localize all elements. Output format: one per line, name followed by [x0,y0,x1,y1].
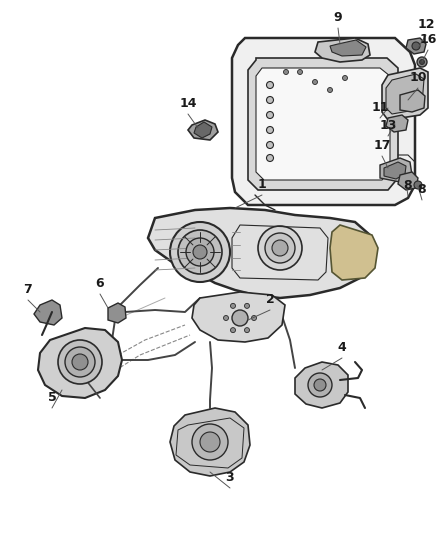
Polygon shape [170,408,250,476]
Circle shape [420,60,424,64]
Polygon shape [108,303,126,323]
Text: 6: 6 [95,277,104,290]
Polygon shape [406,38,426,54]
Circle shape [414,181,422,189]
Polygon shape [248,58,398,190]
Polygon shape [295,362,348,408]
Text: 13: 13 [379,119,397,132]
Circle shape [72,354,88,370]
Circle shape [283,69,289,75]
Circle shape [58,340,102,384]
Polygon shape [398,172,418,190]
Circle shape [328,87,332,93]
Polygon shape [232,38,415,205]
Polygon shape [148,208,375,298]
Circle shape [223,316,229,320]
Polygon shape [400,90,425,112]
Polygon shape [192,292,285,342]
Text: 3: 3 [226,471,234,484]
Text: 16: 16 [419,33,437,46]
Circle shape [258,226,302,270]
Polygon shape [382,68,428,120]
Circle shape [186,238,214,266]
Circle shape [417,57,427,67]
Polygon shape [38,328,122,398]
Circle shape [343,76,347,80]
Circle shape [266,82,273,88]
Text: 8: 8 [418,183,426,196]
Polygon shape [330,40,366,56]
Circle shape [312,79,318,85]
Circle shape [314,379,326,391]
Polygon shape [380,158,412,182]
Text: 17: 17 [373,139,391,152]
Text: 2: 2 [265,293,274,306]
Circle shape [244,328,250,333]
Polygon shape [194,122,212,138]
Circle shape [266,111,273,118]
Circle shape [230,328,236,333]
Circle shape [232,310,248,326]
Polygon shape [330,225,378,280]
Text: 7: 7 [24,283,32,296]
Text: 4: 4 [338,341,346,354]
Circle shape [266,141,273,149]
Text: 5: 5 [48,391,57,404]
Text: 12: 12 [417,18,435,31]
Circle shape [170,222,230,282]
Text: 10: 10 [409,71,427,84]
Text: 11: 11 [371,101,389,114]
Circle shape [65,347,95,377]
Circle shape [200,432,220,452]
Circle shape [193,245,207,259]
Circle shape [244,303,250,309]
Polygon shape [34,300,62,325]
Circle shape [251,316,257,320]
Polygon shape [386,74,424,114]
Circle shape [308,373,332,397]
Polygon shape [188,120,218,140]
Circle shape [266,155,273,161]
Text: 8: 8 [404,179,412,192]
Circle shape [230,303,236,309]
Circle shape [192,424,228,460]
Circle shape [412,42,420,50]
Circle shape [272,240,288,256]
Circle shape [266,126,273,133]
Text: 14: 14 [179,97,197,110]
Circle shape [297,69,303,75]
Polygon shape [386,115,408,132]
Text: 9: 9 [334,11,343,24]
Polygon shape [384,162,406,179]
Circle shape [178,230,222,274]
Polygon shape [256,68,390,180]
Text: 1: 1 [258,178,266,191]
Circle shape [266,96,273,103]
Circle shape [265,233,295,263]
Polygon shape [315,38,370,62]
